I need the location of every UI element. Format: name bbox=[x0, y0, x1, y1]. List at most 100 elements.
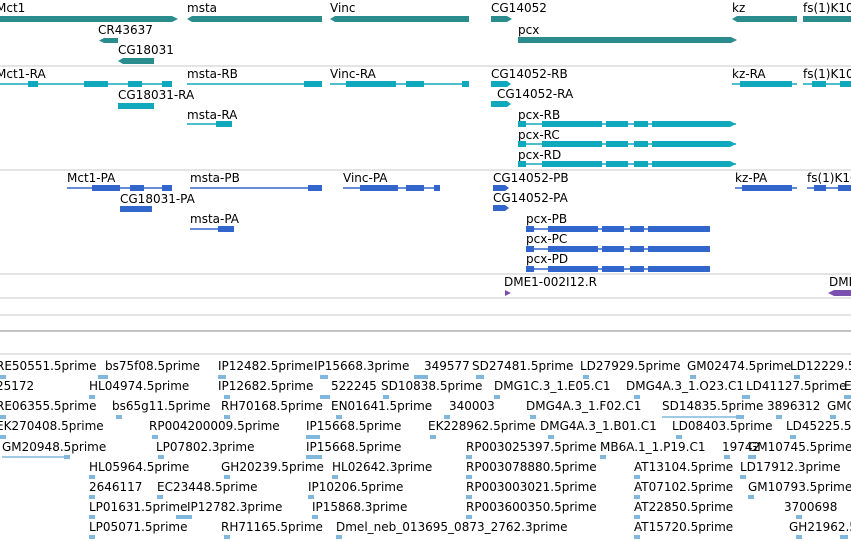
est-item[interactable]: RP003600350.5prime bbox=[466, 500, 597, 519]
transcript-pcx-rb[interactable]: pcx-RB bbox=[518, 108, 736, 127]
est-item[interactable]: MB6A.1_1.P19.C1 bbox=[600, 440, 705, 459]
est-item[interactable]: AT13104.5prime bbox=[634, 460, 733, 479]
est-item[interactable]: LD27929.5prime bbox=[580, 359, 681, 379]
est-item[interactable]: HL02642.3prime bbox=[332, 460, 432, 479]
protein-mct1-pa[interactable]: Mct1-PA bbox=[67, 171, 172, 191]
transcript-cg14052-rb[interactable]: CG14052-RB bbox=[491, 67, 568, 87]
protein-pcx-pd[interactable]: pcx-PD bbox=[526, 252, 710, 272]
est-item[interactable]: GMC bbox=[827, 399, 851, 419]
est-item[interactable]: EN01641.5prime bbox=[331, 399, 432, 419]
est-item[interactable]: LD41127.5prime bbox=[742, 379, 847, 399]
est-item[interactable]: IP15668.5prime bbox=[306, 419, 401, 439]
est-item[interactable]: EC23448.5prime bbox=[157, 480, 258, 499]
est-item[interactable]: IP15868.3prime bbox=[312, 500, 407, 519]
protein-cg14052-pa[interactable]: CG14052-PA bbox=[493, 191, 569, 211]
transcript-vinc-ra[interactable]: Vinc-RA bbox=[330, 67, 469, 87]
est-item[interactable]: AT07102.5prime bbox=[634, 480, 733, 499]
transcript-kz-ra[interactable]: kz-RA bbox=[732, 67, 797, 87]
est-item[interactable]: LP07802.3prime bbox=[156, 440, 255, 459]
est-item[interactable]: 19742 bbox=[722, 440, 760, 459]
protein-cg18031-pa[interactable]: CG18031-PA bbox=[120, 192, 196, 212]
gene-vinc[interactable]: Vinc bbox=[330, 1, 469, 22]
est-item[interactable]: GM02474.5prime bbox=[687, 359, 791, 379]
est-item[interactable]: RE50551.5prime bbox=[0, 359, 97, 379]
est-item[interactable]: EK270408.5prime bbox=[0, 419, 104, 439]
est-item[interactable]: 25172 bbox=[0, 379, 34, 393]
est-item[interactable]: DMG4A.3_1.B01.C1 bbox=[540, 419, 657, 439]
est-item[interactable]: Dmel_neb_013695_0873_2762.3prime bbox=[336, 520, 568, 539]
transcript-pcx-rc[interactable]: pcx-RC bbox=[518, 128, 736, 147]
est-item[interactable]: 2646117 bbox=[89, 480, 142, 499]
est-item[interactable]: RP004200009.5prime bbox=[149, 419, 280, 439]
est-item[interactable]: SD14835.5prime bbox=[662, 399, 763, 419]
est-item[interactable]: IP10206.5prime bbox=[308, 480, 403, 499]
gene-msta[interactable]: msta bbox=[187, 1, 322, 22]
est-item[interactable]: AT15720.5prime bbox=[634, 520, 733, 539]
est-item[interactable]: HL04974.5prime bbox=[89, 379, 189, 399]
est-item[interactable]: IP12782.3prime bbox=[176, 500, 282, 519]
est-label: IP15668.5prime bbox=[306, 419, 401, 433]
est-item[interactable]: IP15668.5prime bbox=[306, 440, 401, 459]
est-item[interactable]: bs65g11.5prime bbox=[112, 399, 210, 419]
protein-kz-pa[interactable]: kz-PA bbox=[735, 171, 797, 191]
est-item[interactable]: GH20239.5prime bbox=[221, 460, 324, 479]
gene-cg14052[interactable]: CG14052 bbox=[491, 1, 547, 22]
probe-dme-cut[interactable]: DME bbox=[828, 275, 851, 296]
est-item[interactable]: IP12482.5prime bbox=[218, 359, 313, 379]
protein-cg14052-pb[interactable]: CG14052-PB bbox=[493, 171, 569, 191]
protein-vinc-pa[interactable]: Vinc-PA bbox=[343, 171, 440, 191]
est-item[interactable]: RE06355.5prime bbox=[0, 399, 97, 419]
est-item[interactable]: RH70168.5prime bbox=[221, 399, 323, 419]
est-item[interactable]: 340003 bbox=[444, 399, 495, 419]
est-item[interactable]: IP15668.3prime bbox=[314, 359, 409, 379]
est-item[interactable]: 522245 bbox=[320, 379, 377, 399]
transcript-msta-ra[interactable]: msta-RA bbox=[187, 108, 238, 127]
est-item[interactable]: LD12229.5 bbox=[790, 359, 851, 379]
transcript-msta-rb[interactable]: msta-RB bbox=[187, 67, 322, 87]
transcript-pcx-rd[interactable]: pcx-RD bbox=[518, 148, 736, 167]
est-item[interactable]: 3896312 bbox=[767, 399, 820, 419]
protein-pcx-pb[interactable]: pcx-PB bbox=[526, 212, 710, 232]
est-item[interactable]: LD45225.5 bbox=[786, 419, 851, 439]
gene-fs1k10[interactable]: fs(1)K10 bbox=[803, 1, 851, 22]
probe-dme1-002i12[interactable]: DME1-002I12.R bbox=[504, 275, 597, 296]
est-item[interactable]: RP003003021.5prime bbox=[466, 480, 597, 499]
est-item[interactable]: GM10745.5prime bbox=[748, 440, 851, 459]
est-item[interactable]: EK228962.5prime bbox=[428, 419, 536, 439]
est-item[interactable]: LD08403.5prime bbox=[672, 419, 773, 439]
transcript-fs1k10-ra[interactable]: fs(1)K10 bbox=[803, 67, 851, 87]
est-item[interactable]: LP01631.5prime bbox=[89, 500, 188, 519]
gene-pcx[interactable]: pcx bbox=[518, 23, 737, 43]
est-item[interactable]: AT22850.5prime bbox=[634, 500, 733, 519]
est-item[interactable]: LP05071.5prime bbox=[89, 520, 188, 539]
protein-msta-pb[interactable]: msta-PB bbox=[190, 171, 322, 191]
est-item[interactable]: DMG4A.3_1.O23.C1 bbox=[626, 379, 744, 399]
gene-cr43637[interactable]: CR43637 bbox=[98, 23, 153, 43]
protein-pcx-pc[interactable]: pcx-PC bbox=[526, 232, 710, 252]
transcript-cg14052-ra[interactable]: CG14052-RA bbox=[491, 87, 574, 107]
est-item[interactable]: HL05964.5prime bbox=[89, 460, 189, 479]
transcript-mct1-ra[interactable]: Mct1-RA bbox=[0, 67, 172, 87]
est-item[interactable]: bs75f08.5prime bbox=[98, 359, 200, 379]
est-item[interactable]: GH21962.5 bbox=[789, 520, 851, 539]
est-item[interactable]: SD27481.5prime bbox=[472, 359, 573, 379]
est-item[interactable]: GM20948.5prime bbox=[2, 440, 106, 459]
est-item[interactable]: E bbox=[844, 379, 851, 399]
transcript-cg18031-ra[interactable]: CG18031-RA bbox=[118, 88, 195, 109]
est-item[interactable]: RH71165.5prime bbox=[221, 520, 323, 539]
gene-cg18031[interactable]: CG18031 bbox=[118, 43, 174, 64]
est-item[interactable]: GM10793.5prime bbox=[748, 480, 851, 499]
gene-kz[interactable]: kz bbox=[732, 1, 797, 22]
est-item[interactable]: RP003078880.5prime bbox=[466, 460, 597, 479]
protein-msta-pa[interactable]: msta-PA bbox=[190, 212, 240, 232]
est-item[interactable]: 349577 bbox=[414, 359, 470, 379]
gene-mct1[interactable]: Mct1 bbox=[0, 1, 178, 22]
est-item[interactable]: SD10838.5prime bbox=[381, 379, 482, 399]
est-item[interactable]: DMG1C.3_1.E05.C1 bbox=[494, 379, 610, 399]
est-item[interactable]: RP003025397.5prime bbox=[466, 440, 597, 459]
est-item[interactable]: LD17912.3prime bbox=[740, 460, 841, 479]
est-item[interactable]: 3700698 bbox=[784, 500, 837, 519]
est-item[interactable]: DMG4A.3_1.F02.C1 bbox=[526, 399, 641, 419]
est-item[interactable]: IP12682.5prime bbox=[218, 379, 313, 399]
protein-fs1k10-pa[interactable]: fs(1)K10 bbox=[807, 171, 851, 191]
